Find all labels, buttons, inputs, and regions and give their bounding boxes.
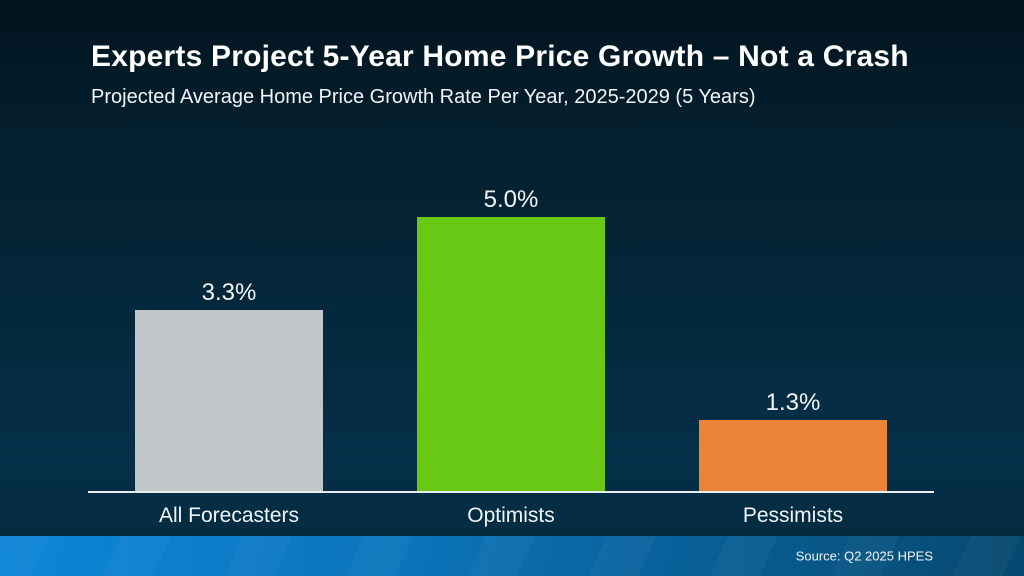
page-title: Experts Project 5-Year Home Price Growth… <box>91 40 909 73</box>
bar-pessimists <box>699 420 887 491</box>
category-label-pessimists: Pessimists <box>742 504 844 527</box>
bar-group-optimists: 5.0% <box>370 160 652 491</box>
bar-group-all-forecasters: 3.3% <box>88 160 370 491</box>
footer-band: Source: Q2 2025 HPES <box>0 536 1024 576</box>
category-labels: All Forecasters Optimists Pessimists <box>88 493 934 528</box>
category-label-optimists: Optimists <box>467 504 555 527</box>
source-credit: Source: Q2 2025 HPES <box>795 548 933 564</box>
bar-chart: 3.3% 5.0% 1.3% All Forecasters Optimists… <box>88 160 934 528</box>
page-subtitle: Projected Average Home Price Growth Rate… <box>91 86 756 108</box>
value-label: 3.3% <box>201 279 257 306</box>
value-label: 5.0% <box>483 186 539 213</box>
plot-area: 3.3% 5.0% 1.3% <box>88 160 934 491</box>
bar-optimists <box>417 217 605 491</box>
x-axis-line <box>88 491 934 493</box>
bar-all-forecasters <box>135 310 323 491</box>
bar-group-pessimists: 1.3% <box>652 160 934 491</box>
category-label-all-forecasters: All Forecasters <box>158 504 300 527</box>
value-label: 1.3% <box>765 389 821 416</box>
